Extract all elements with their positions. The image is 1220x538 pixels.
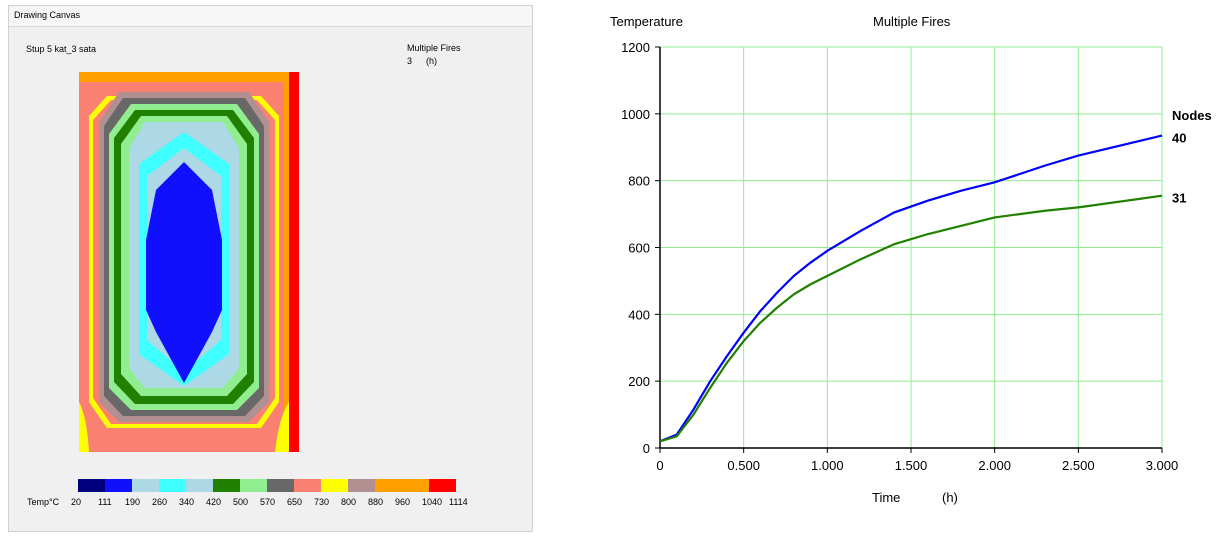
- y-tick-label: 800: [628, 174, 650, 189]
- legend-swatch: [159, 479, 186, 492]
- legend-value: 190: [125, 497, 141, 507]
- legend-swatch: [105, 479, 132, 492]
- legend-swatch: [132, 479, 159, 492]
- project-name: Stup 5 kat_3 sata: [26, 44, 97, 54]
- legend-value: 1114: [449, 497, 468, 507]
- fire-label: Multiple Fires: [407, 43, 461, 53]
- legend-value: 800: [341, 497, 357, 507]
- x-tick-label: 1.000: [811, 458, 844, 473]
- legend-swatch: [267, 479, 294, 492]
- y-tick-label: 200: [628, 374, 650, 389]
- legend-swatch: [429, 479, 456, 492]
- window-title: Drawing Canvas: [14, 10, 81, 20]
- y-tick-label: 1000: [621, 107, 650, 122]
- temperature-legend-labels: Temp°C 20 111 190 260 340 420 500 570 650 730 800 8…: [9, 497, 532, 509]
- legend-swatch: [402, 479, 429, 492]
- legend-swatch: [186, 479, 213, 492]
- y-tick-label: 600: [628, 241, 650, 256]
- y-tick-label: 0: [643, 441, 650, 456]
- series-label-31: 31: [1172, 191, 1186, 206]
- legend-value: 500: [233, 497, 249, 507]
- series-label-40: 40: [1172, 131, 1186, 146]
- y-tick-label: 400: [628, 307, 650, 322]
- x-tick-label: 1.500: [895, 458, 928, 473]
- time-unit: (h): [426, 56, 437, 66]
- legend-value: 111: [98, 497, 112, 507]
- legend-swatch: [240, 479, 267, 492]
- x-tick-label: 3.000: [1146, 458, 1179, 473]
- temperature-legend-bar: [78, 479, 456, 492]
- y-tick-label: 1200: [621, 40, 650, 55]
- legend-value: 960: [395, 497, 411, 507]
- chart-ylabel: Temperature: [610, 14, 683, 29]
- x-tick-label: 0: [656, 458, 663, 473]
- drawing-canvas-panel: Drawing Canvas Stup 5 kat_3 sata Multipl…: [8, 5, 533, 532]
- x-tick-label: 2.000: [978, 458, 1011, 473]
- legend-value: 880: [368, 497, 384, 507]
- x-tick-label: 2.500: [1062, 458, 1095, 473]
- legend-value: 570: [260, 497, 276, 507]
- legend-title-nodes: Nodes: [1172, 108, 1212, 123]
- legend-value: 420: [206, 497, 222, 507]
- legend-swatch: [213, 479, 240, 492]
- legend-value: 650: [287, 497, 303, 507]
- legend-swatch: [321, 479, 348, 492]
- legend-value: 340: [179, 497, 195, 507]
- legend-swatch: [78, 479, 105, 492]
- chart-xlabel: Time: [872, 490, 901, 505]
- legend-value: 730: [314, 497, 330, 507]
- canvas-title-bar: Drawing Canvas: [9, 6, 532, 27]
- series-line-31: [659, 194, 1163, 443]
- legend-value: 1040: [422, 497, 443, 507]
- legend-swatch: [294, 479, 321, 492]
- chart-xunit: (h): [942, 490, 958, 505]
- legend-value: 260: [152, 497, 168, 507]
- legend-title: Temp°C: [27, 497, 60, 507]
- temperature-contour-section: [79, 72, 299, 452]
- chart-title: Multiple Fires: [873, 14, 951, 29]
- legend-swatch: [375, 479, 402, 492]
- time-value: 3: [407, 56, 413, 66]
- x-tick-label: 0.500: [727, 458, 760, 473]
- legend-swatch: [348, 479, 375, 492]
- legend-value: 20: [71, 497, 82, 507]
- series-line-40: [659, 134, 1163, 443]
